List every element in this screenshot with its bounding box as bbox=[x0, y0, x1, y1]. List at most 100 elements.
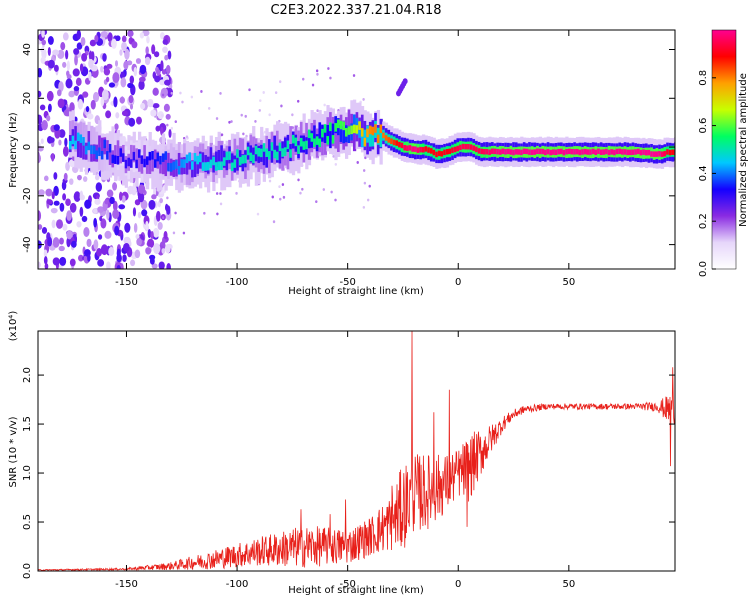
spectrogram-cell bbox=[258, 108, 261, 112]
spectrogram-cell bbox=[97, 234, 103, 240]
spectrogram-cell bbox=[136, 116, 142, 125]
spectrogram-y-tick-label: 40 bbox=[22, 43, 33, 56]
spectrogram-cell bbox=[143, 158, 147, 168]
spectrogram-cell bbox=[437, 150, 442, 157]
spectrogram-cell bbox=[135, 58, 141, 64]
spectrogram-cell bbox=[156, 152, 160, 162]
spectrogram-cell bbox=[512, 149, 516, 156]
spectrogram-cell bbox=[666, 149, 670, 155]
spectrogram-cell bbox=[97, 206, 105, 213]
spectrogram-cell bbox=[90, 99, 96, 110]
spectrogram-cell bbox=[554, 149, 558, 156]
spectrogram-cell bbox=[114, 145, 118, 163]
spectrogram-cell bbox=[236, 149, 240, 158]
spectrogram-cell bbox=[271, 195, 274, 199]
spectrogram-cell bbox=[122, 254, 127, 263]
spectrogram-cell bbox=[96, 247, 103, 257]
spectrogram-cell bbox=[68, 90, 75, 98]
spectrogram-cell bbox=[106, 151, 110, 160]
spectrogram-cell bbox=[283, 137, 288, 155]
spectrogram-cell bbox=[59, 237, 64, 245]
spectrogram-cell bbox=[286, 140, 290, 150]
spectrogram-cell bbox=[38, 141, 41, 148]
snr-panel: -150 -100 -50 0 50 0.0 0.5 1.0 1.5 2.0 Height of… bbox=[8, 311, 676, 596]
spectrogram-cell bbox=[565, 149, 569, 155]
spectrogram-x-tick-label: -150 bbox=[115, 277, 138, 288]
spectrogram-cell bbox=[182, 231, 186, 235]
spectrogram-cell bbox=[119, 262, 124, 269]
spectrogram-cell bbox=[400, 142, 404, 149]
spectrogram-cell bbox=[323, 124, 328, 133]
spectrogram-cell bbox=[368, 129, 373, 147]
spectrogram-cell bbox=[100, 66, 104, 73]
spectrogram-cell bbox=[334, 119, 338, 149]
spectrogram-y-tick-label: -40 bbox=[22, 236, 33, 252]
spectrogram-cell bbox=[43, 249, 48, 257]
spectrogram-cell bbox=[256, 212, 260, 216]
spectrogram-cell bbox=[395, 140, 399, 146]
spectrogram-cell bbox=[214, 151, 219, 169]
spectrogram-cell bbox=[102, 53, 107, 62]
spectrogram-y-tick-label: -20 bbox=[22, 188, 33, 204]
spectrogram-cell bbox=[45, 188, 53, 197]
spectrogram-cell bbox=[408, 145, 412, 151]
spectrogram-cell bbox=[66, 210, 72, 221]
spectrogram-cell bbox=[274, 91, 278, 95]
spectrogram-cell bbox=[84, 145, 89, 155]
spectrogram-cell bbox=[114, 225, 120, 236]
spectrogram-cell bbox=[270, 142, 274, 151]
spectrogram-y-tick-label: 0 bbox=[22, 144, 33, 150]
spectrogram-cell bbox=[199, 153, 203, 163]
spectrogram-cell bbox=[121, 110, 128, 117]
spectrogram-cell bbox=[66, 60, 70, 71]
spectrogram-cell bbox=[92, 91, 100, 103]
spectrogram-cell bbox=[159, 156, 163, 174]
spectrogram-cell bbox=[634, 149, 638, 155]
spectrogram-cell bbox=[206, 161, 211, 171]
spectrogram-cell bbox=[151, 154, 155, 172]
spectrogram-cell bbox=[127, 185, 134, 195]
spectrogram-cell bbox=[121, 41, 127, 52]
spectrogram-cell bbox=[150, 109, 157, 117]
spectrogram-cell bbox=[514, 149, 519, 155]
spectrogram-cell bbox=[181, 100, 184, 104]
spectrogram-cell bbox=[339, 120, 343, 130]
spectrogram-cell bbox=[496, 148, 500, 155]
spectrogram-cell bbox=[76, 139, 81, 158]
spectrogram-cell bbox=[445, 149, 450, 155]
spectrogram-cell bbox=[610, 149, 614, 155]
spectrogram-cell bbox=[140, 199, 148, 210]
colorbar-tick-label: 0.0 bbox=[698, 261, 709, 277]
spectrogram-cell bbox=[329, 76, 332, 80]
spectrogram-cell bbox=[128, 117, 136, 127]
spectrogram-cell bbox=[392, 139, 397, 146]
spectrogram-cell bbox=[74, 54, 78, 66]
spectrogram-cell bbox=[86, 238, 92, 248]
snr-background bbox=[38, 331, 675, 571]
spectrogram-cell bbox=[254, 145, 259, 155]
spectrogram-cell bbox=[275, 130, 280, 161]
spectrogram-cell bbox=[123, 242, 130, 252]
spectrogram-cell bbox=[329, 122, 333, 132]
spectrogram-cell bbox=[51, 219, 56, 229]
spectrogram-cell bbox=[105, 110, 112, 119]
colorbar-gradient bbox=[711, 29, 737, 270]
spectrogram-cell bbox=[75, 77, 82, 86]
spectrogram-cell bbox=[299, 137, 304, 147]
spectrogram-cell bbox=[265, 148, 269, 157]
spectrogram-cell bbox=[366, 198, 370, 202]
spectrogram-cell bbox=[93, 217, 98, 228]
spectrogram-cell bbox=[145, 220, 149, 231]
spectrogram-cell bbox=[72, 68, 80, 77]
spectrogram-cell bbox=[368, 125, 373, 135]
spectrogram-cell bbox=[47, 103, 52, 113]
spectrogram-cell bbox=[406, 145, 410, 151]
spectrogram-cell bbox=[650, 151, 654, 157]
spectrogram-cell bbox=[163, 230, 168, 240]
spectrogram-cell bbox=[95, 150, 99, 160]
spectrogram-cell bbox=[77, 98, 84, 110]
spectrogram-cell bbox=[90, 145, 94, 154]
spectrogram-cell bbox=[398, 141, 402, 148]
spectrogram-cell bbox=[254, 120, 257, 123]
